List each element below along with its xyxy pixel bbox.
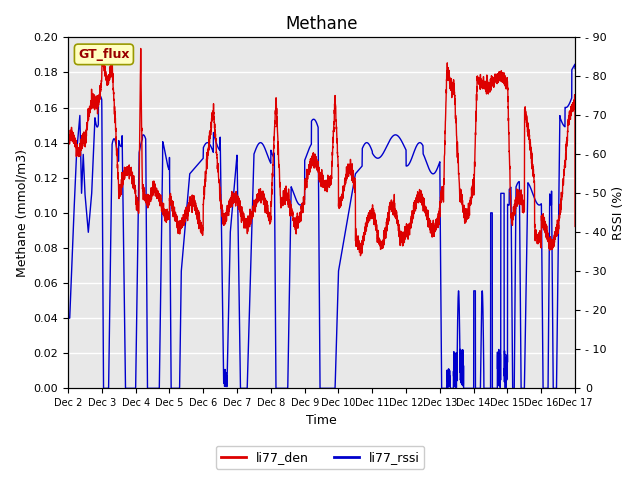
X-axis label: Time: Time xyxy=(306,414,337,427)
Text: GT_flux: GT_flux xyxy=(78,48,130,61)
Y-axis label: RSSI (%): RSSI (%) xyxy=(612,186,625,240)
Legend: li77_den, li77_rssi: li77_den, li77_rssi xyxy=(216,446,424,469)
Y-axis label: Methane (mmol/m3): Methane (mmol/m3) xyxy=(15,149,28,277)
Title: Methane: Methane xyxy=(285,15,358,33)
